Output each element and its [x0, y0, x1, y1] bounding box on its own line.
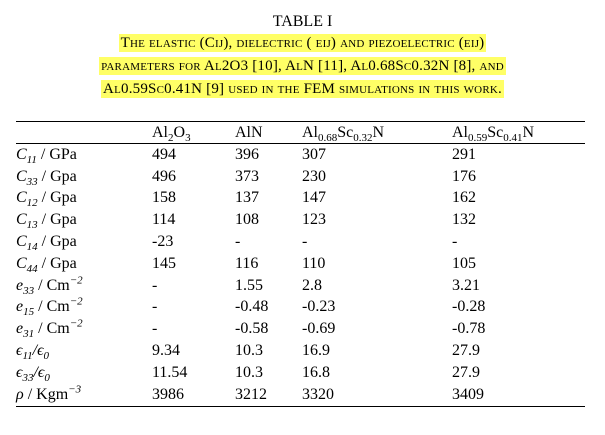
table-cell: 27.9	[452, 363, 480, 381]
column-header-parameter	[16, 122, 152, 144]
table-cell: -0.28	[452, 298, 486, 316]
table-cell: 132	[452, 211, 476, 229]
table-cell: 147	[302, 189, 326, 207]
caption-highlight-3: Al0.59Sc0.41N [9] used in the FEM simula…	[101, 80, 504, 98]
column-header-alscn-041: Al0.59Sc0.41N	[452, 123, 535, 144]
table-cell: -0.78	[452, 320, 486, 338]
table-row: ϵ11/ϵ0 9.34 10.3 16.9 27.9	[16, 340, 585, 362]
table-row: ϵ33/ϵ0 11.54 10.3 16.8 27.9	[16, 362, 585, 384]
caption-line-3: Al0.59Sc0.41N [9] used in the FEM simula…	[0, 78, 605, 101]
table-cell: 110	[302, 254, 326, 272]
column-header-aln: AlN	[235, 123, 263, 141]
row-parameter-label: C14 / Gpa	[16, 233, 77, 254]
table-cell: -0.48	[235, 298, 269, 316]
table-cell: 3.21	[452, 276, 480, 294]
table-cell: 10.3	[235, 363, 263, 381]
table-row: C11 / GPa 494 396 307 291	[16, 144, 585, 166]
table-cell: 3986	[152, 385, 184, 403]
row-parameter-label: e33 / Cm−2	[16, 274, 83, 297]
table-cell: 16.8	[302, 363, 330, 381]
table-cell: -	[152, 320, 158, 338]
parameters-table: Al2O3 AlN Al0.68Sc0.32N Al0.59Sc0.41N C1…	[16, 121, 585, 407]
table-row: C44 / Gpa 145 116 110 105	[16, 253, 585, 275]
caption-line-1: The elastic (Cij), dielectric ( ϵij) and…	[0, 32, 605, 55]
column-header-alscn-032: Al0.68Sc0.32N	[302, 123, 385, 144]
table-cell: 291	[452, 145, 476, 163]
table-cell: 3212	[235, 385, 267, 403]
table-row: e33 / Cm−2 - 1.55 2.8 3.21	[16, 275, 585, 297]
caption-line-2: parameters for Al2O3 [10], AlN [11], Al0…	[0, 55, 605, 78]
table-cell: 145	[152, 254, 176, 272]
table-cell: -	[302, 233, 308, 251]
table-cell: 123	[302, 211, 326, 229]
table-cell: 396	[235, 145, 259, 163]
table-row: C33 / Gpa 496 373 230 176	[16, 166, 585, 188]
table-cell: 27.9	[452, 342, 480, 360]
table-cell: 11.54	[152, 363, 188, 381]
column-header-al2o3: Al2O3	[152, 123, 191, 144]
row-parameter-label: C11 / GPa	[16, 145, 77, 167]
table-cell: -0.69	[302, 320, 336, 338]
table-cell: 373	[235, 167, 259, 185]
row-parameter-label: ϵ33/ϵ0	[16, 363, 50, 385]
table-row: ρ / Kgm−3 3986 3212 3320 3409	[16, 383, 585, 407]
table-cell: 16.9	[302, 342, 330, 360]
table-cell: 108	[235, 211, 259, 229]
table-row: e15 / Cm−2 - -0.48 -0.23 -0.28	[16, 297, 585, 319]
row-parameter-label: ρ / Kgm−3	[16, 383, 82, 403]
table-caption: TABLE I The elastic (Cij), dielectric ( …	[0, 12, 605, 101]
row-parameter-label: C33 / Gpa	[16, 167, 77, 188]
table-cell: -0.58	[235, 320, 269, 338]
table-cell: 230	[302, 167, 326, 185]
table-cell: 176	[452, 167, 476, 185]
table-header-row: Al2O3 AlN Al0.68Sc0.32N Al0.59Sc0.41N	[16, 121, 585, 144]
table-row: C13 / Gpa 114 108 123 132	[16, 209, 585, 231]
table-cell: 9.34	[152, 342, 180, 360]
table-cell: -0.23	[302, 298, 336, 316]
table-row: e31 / Cm−2 - -0.58 -0.69 -0.78	[16, 318, 585, 340]
row-parameter-label: C13 / Gpa	[16, 211, 77, 232]
table-cell: 116	[235, 254, 259, 272]
row-parameter-label: e15 / Cm−2	[16, 296, 83, 319]
table-cell: -	[152, 298, 158, 316]
table-cell: -	[235, 233, 241, 251]
table-cell: 496	[152, 167, 176, 185]
table-cell: 162	[452, 189, 476, 207]
table-cell: 3320	[302, 385, 334, 403]
table-row: C12 / Gpa 158 137 147 162	[16, 188, 585, 210]
table-cell: 3409	[452, 385, 484, 403]
table-cell: 2.8	[302, 276, 322, 294]
row-parameter-label: ϵ11/ϵ0	[16, 342, 50, 363]
table-cell: 114	[152, 211, 176, 229]
table-label: TABLE I	[272, 13, 333, 30]
table-cell: 105	[452, 254, 476, 272]
row-parameter-label: C12 / Gpa	[16, 189, 77, 210]
table-cell: -	[452, 233, 458, 251]
table-cell: -23	[152, 233, 174, 251]
row-parameter-label: C44 / Gpa	[16, 254, 77, 276]
table-cell: -	[152, 276, 158, 294]
caption-highlight-2: parameters for Al2O3 [10], AlN [11], Al0…	[99, 57, 506, 75]
table-cell: 10.3	[235, 342, 263, 360]
table-cell: 307	[302, 145, 326, 163]
table-row: C14 / Gpa -23 - - -	[16, 231, 585, 253]
caption-highlight-1: The elastic (Cij), dielectric ( ϵij) and…	[118, 34, 487, 52]
table-cell: 158	[152, 189, 176, 207]
table-cell: 137	[235, 189, 259, 207]
table-cell: 494	[152, 145, 176, 163]
table-cell: 1.55	[235, 276, 263, 294]
row-parameter-label: e31 / Cm−2	[16, 317, 83, 341]
